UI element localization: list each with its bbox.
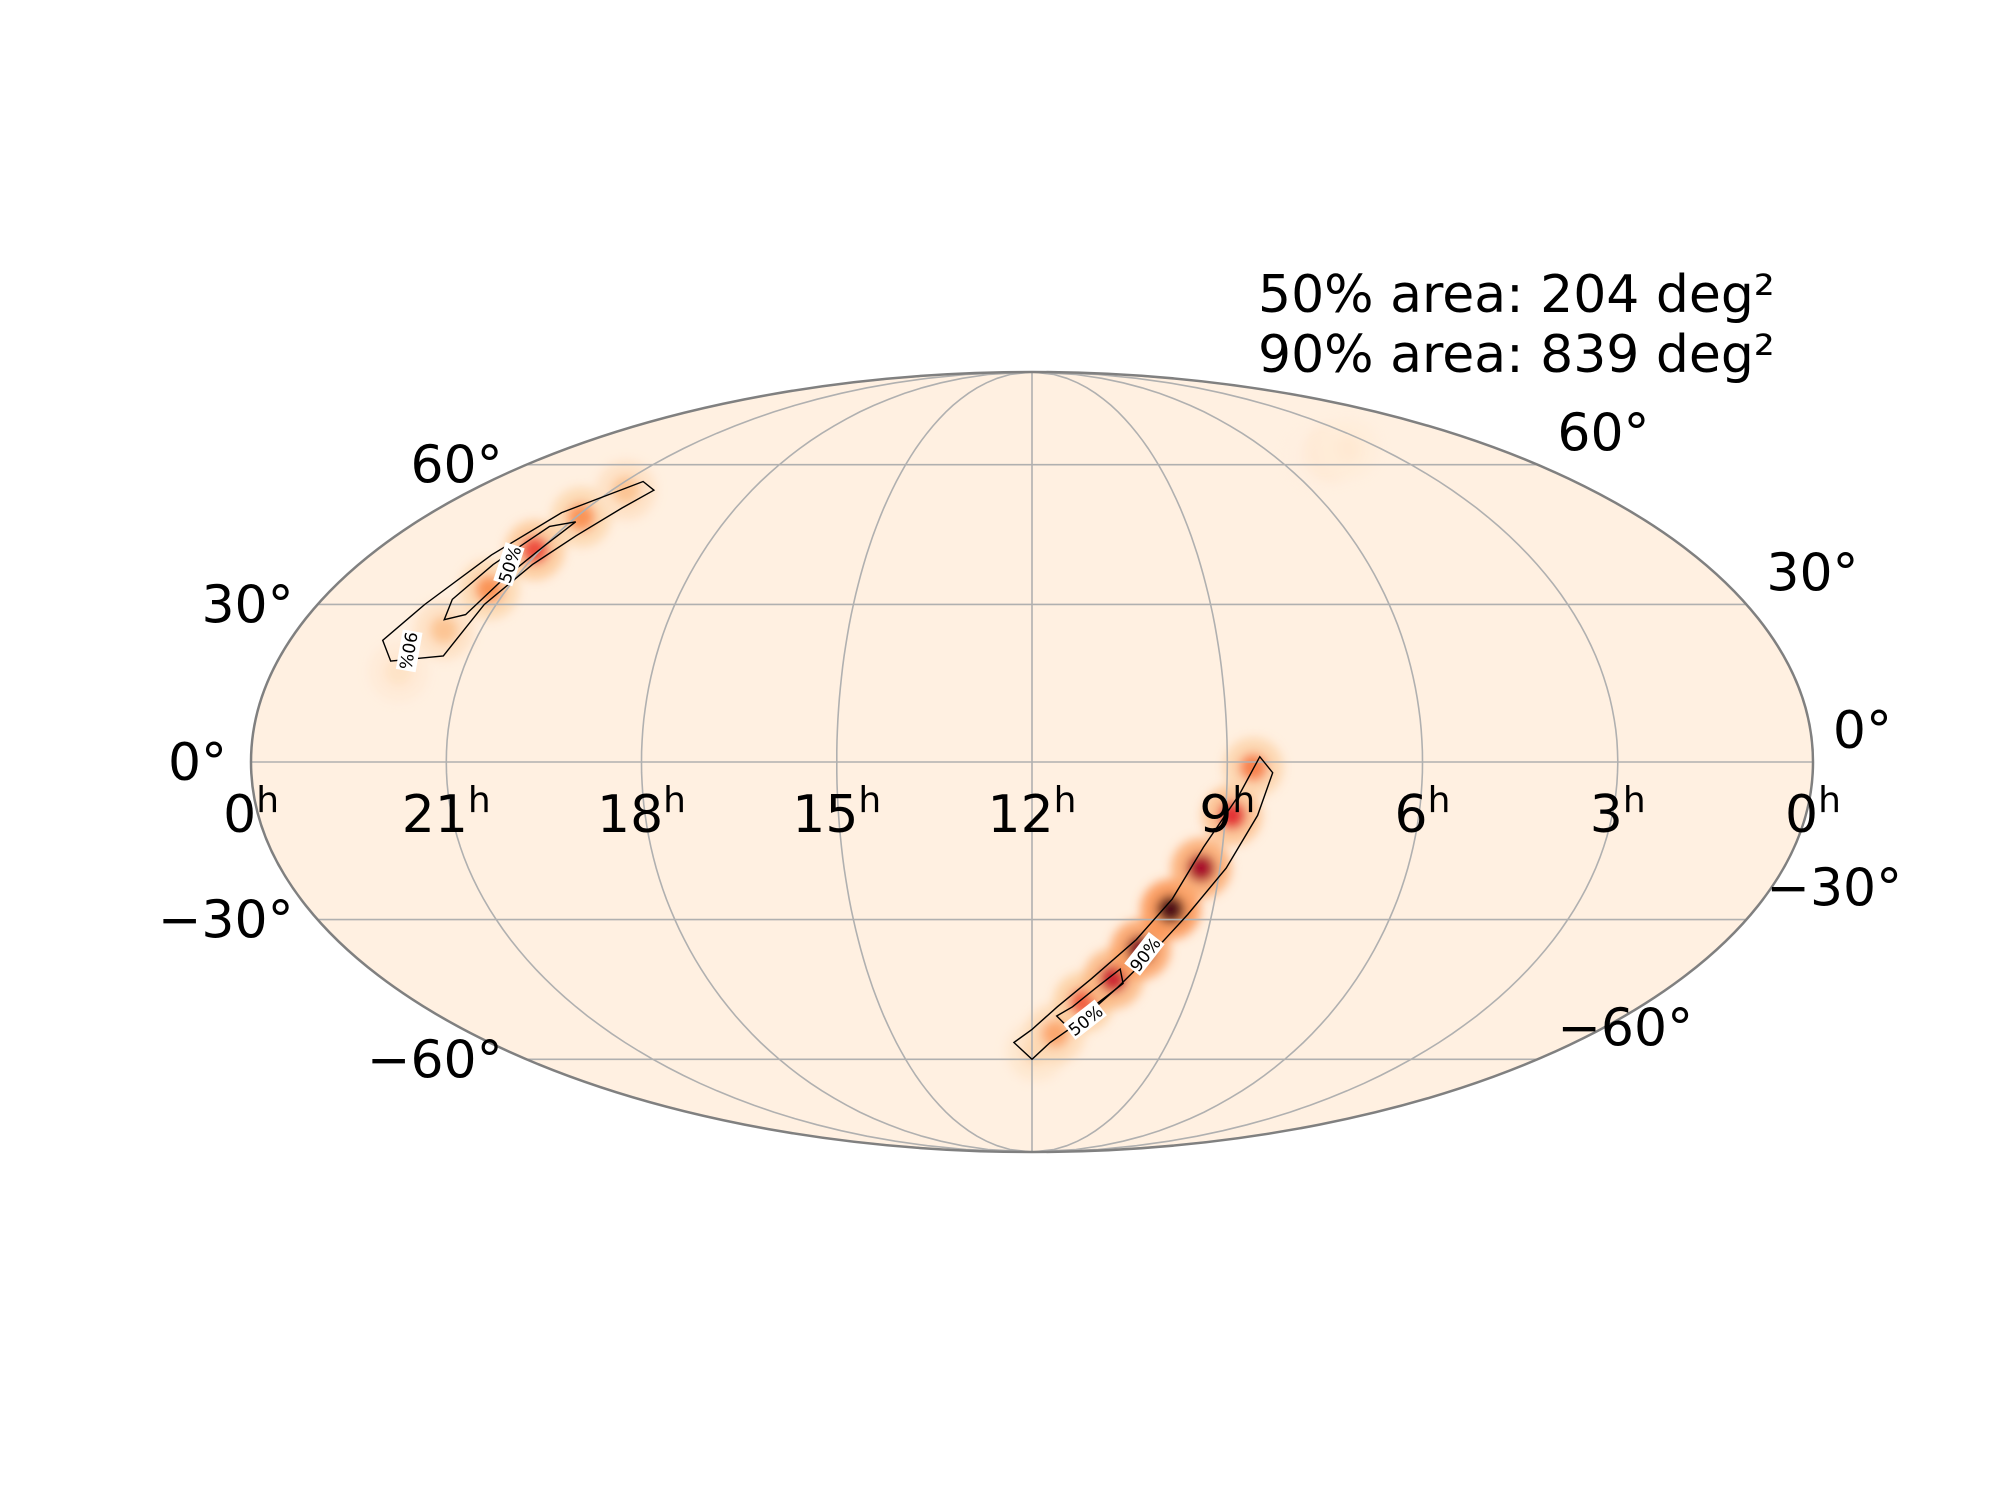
dec-tick-label-right: 60° (1557, 404, 1649, 464)
dec-tick-label-right: 30° (1766, 543, 1858, 603)
axis-tick-labels: 0h 21h 18h 15h 12h 9h 6h 3h 0h 60° 60° 30° 30° 0° 0° −3… (158, 404, 1902, 1091)
ra-tick-label: 3h (1590, 780, 1646, 845)
contour-label-bg (395, 629, 423, 673)
density-core (1156, 895, 1185, 924)
dec-tick-label-right: −60° (1557, 998, 1693, 1058)
ra-tick-label: 21h (402, 780, 491, 845)
dec-tick-label-left: 60° (410, 436, 502, 496)
density-core (520, 536, 549, 565)
dec-tick-label-left: −60° (367, 1030, 503, 1090)
ra-tick-label: 6h (1395, 780, 1451, 845)
contour-label-bg (1063, 999, 1107, 1040)
ra-tick-label: 0h (223, 780, 279, 845)
density-core (1041, 1019, 1070, 1048)
density-core (475, 575, 504, 604)
ra-tick-label: 9h (1199, 780, 1255, 845)
dec-tick-label-left: 0° (168, 733, 227, 793)
area-50-annotation: 50% area: 204 deg² (1258, 265, 1775, 325)
ra-tick-label: 18h (597, 780, 686, 845)
contour-label-group: 90% (394, 629, 423, 673)
contour-90 (381, 480, 656, 662)
ra-tick-label: 15h (792, 780, 881, 845)
dec-tick-label-left: −30° (158, 891, 294, 951)
sky-outline (249, 370, 1815, 1154)
contour-50 (443, 521, 577, 621)
density-core (1187, 854, 1216, 883)
contour-label-bg (1124, 931, 1165, 976)
dec-tick-label-right: 0° (1833, 701, 1892, 761)
ra-tick-label: 12h (988, 780, 1077, 845)
dec-tick-label-left: 30° (201, 575, 293, 635)
area-90-annotation: 90% area: 839 deg² (1258, 325, 1775, 385)
density-core (1335, 434, 1364, 463)
ra-tick-label: 0h (1785, 780, 1841, 845)
dec-tick-label-right: −30° (1766, 859, 1902, 919)
contour-label-bg (493, 542, 525, 587)
density-core (430, 615, 459, 644)
density-core (611, 476, 640, 505)
density-core (567, 503, 596, 532)
